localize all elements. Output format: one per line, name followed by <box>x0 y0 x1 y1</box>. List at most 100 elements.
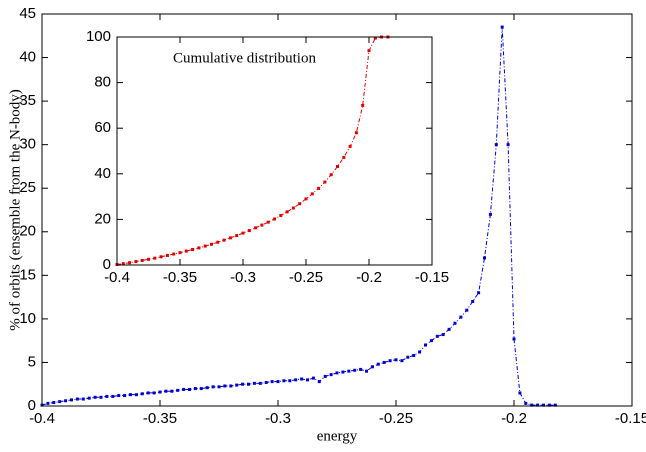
data-point <box>140 258 144 262</box>
data-point <box>477 291 481 295</box>
data-point <box>260 223 264 227</box>
data-point <box>172 252 176 256</box>
data-point <box>424 343 427 347</box>
data-point <box>400 359 404 363</box>
x-tick-label: -0.35 <box>163 269 197 286</box>
data-point <box>373 36 377 40</box>
y-tick-label: 20 <box>19 223 36 240</box>
data-point <box>553 403 557 407</box>
y-tick-label: 20 <box>94 210 111 227</box>
data-point <box>441 333 445 337</box>
data-point <box>117 394 121 398</box>
data-point <box>270 380 274 384</box>
data-point <box>282 379 286 383</box>
x-axis-label: energy <box>317 428 358 444</box>
data-point <box>252 381 256 385</box>
x-tick-label: -0.4 <box>29 410 55 427</box>
data-point <box>46 401 50 405</box>
y-tick-label: 35 <box>19 92 36 109</box>
data-point <box>291 206 295 210</box>
data-point <box>211 385 215 389</box>
data-point <box>304 197 308 201</box>
data-point <box>347 369 351 373</box>
y-tick-label: 40 <box>19 49 36 66</box>
data-point <box>164 389 168 393</box>
data-point <box>412 353 416 357</box>
data-point <box>99 395 103 399</box>
data-point <box>64 399 68 403</box>
data-point <box>370 365 374 369</box>
data-point <box>153 256 157 260</box>
data-point <box>406 355 410 359</box>
data-point <box>159 255 163 259</box>
data-point <box>341 370 345 374</box>
data-point <box>323 374 327 378</box>
y-tick-label: 40 <box>94 165 111 182</box>
x-tick-label: -0.3 <box>265 410 291 427</box>
data-point <box>361 103 365 107</box>
data-point <box>134 393 138 397</box>
data-point <box>288 379 292 383</box>
data-point <box>429 339 433 343</box>
data-point <box>129 393 132 397</box>
y-axis-label: % of orbits (ensemble from the N-body) <box>7 89 23 331</box>
data-point <box>184 249 188 253</box>
x-tick-label: -0.25 <box>289 269 323 286</box>
data-point <box>123 394 127 398</box>
data-point <box>52 401 56 405</box>
data-point <box>229 384 233 388</box>
data-point <box>146 391 150 395</box>
data-point <box>418 350 422 354</box>
inset-title: Cumulative distribution <box>173 50 316 66</box>
data-point <box>191 247 195 251</box>
data-point <box>547 403 551 407</box>
data-point <box>266 220 270 224</box>
data-point <box>147 257 150 261</box>
data-point <box>241 382 245 386</box>
data-point <box>75 397 79 401</box>
data-point <box>335 371 339 375</box>
data-point <box>121 262 125 266</box>
x-tick-label: -0.25 <box>379 410 413 427</box>
data-point <box>376 362 380 366</box>
data-point <box>158 390 162 394</box>
data-point <box>279 214 283 218</box>
data-point <box>276 380 280 384</box>
data-point <box>471 299 475 303</box>
data-point <box>536 403 540 407</box>
data-point <box>105 394 109 398</box>
data-point <box>459 315 463 319</box>
y-tick-label: 60 <box>94 119 111 136</box>
data-point <box>193 387 197 391</box>
data-point <box>447 327 451 331</box>
data-point <box>365 369 368 373</box>
data-point <box>494 143 498 147</box>
data-point <box>524 401 528 405</box>
data-point <box>465 308 469 312</box>
data-point <box>453 321 457 325</box>
data-point <box>382 360 386 364</box>
x-tick-label: -0.2 <box>501 410 527 427</box>
data-point <box>359 367 363 371</box>
data-point <box>258 381 262 385</box>
data-point <box>203 244 207 248</box>
data-point <box>394 358 398 362</box>
x-tick-label: -0.2 <box>356 269 382 286</box>
data-point <box>93 395 97 399</box>
data-point <box>354 131 358 135</box>
data-point <box>483 256 486 260</box>
data-point <box>310 192 314 196</box>
y-tick-label: 0 <box>28 397 36 414</box>
data-point <box>435 334 439 338</box>
x-tick-label: -0.4 <box>104 269 130 286</box>
data-point <box>216 240 220 244</box>
data-point <box>329 373 333 377</box>
data-line <box>41 27 556 406</box>
data-point <box>176 388 180 392</box>
y-tick-label: 45 <box>19 5 36 22</box>
data-point <box>342 155 346 159</box>
plot-frame <box>41 13 633 407</box>
x-tick-label: -0.15 <box>415 269 449 286</box>
data-point <box>205 386 209 390</box>
